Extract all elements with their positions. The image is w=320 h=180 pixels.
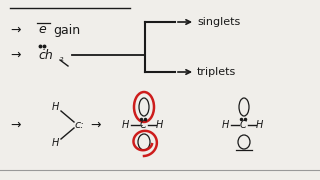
Text: →: → bbox=[10, 48, 20, 62]
Text: c:: c: bbox=[74, 120, 84, 130]
Text: H: H bbox=[122, 120, 129, 130]
Text: →: → bbox=[10, 24, 20, 37]
Text: →: → bbox=[10, 118, 20, 132]
Text: H: H bbox=[52, 102, 60, 112]
Text: H: H bbox=[52, 138, 60, 148]
Text: gain: gain bbox=[53, 24, 80, 37]
Text: C: C bbox=[240, 120, 247, 130]
Text: H: H bbox=[156, 120, 164, 130]
Text: →: → bbox=[90, 118, 100, 132]
Text: H: H bbox=[222, 120, 229, 130]
Text: e: e bbox=[38, 22, 46, 35]
Text: C: C bbox=[140, 120, 147, 130]
Text: triplets: triplets bbox=[197, 67, 236, 77]
Text: singlets: singlets bbox=[197, 17, 240, 27]
Text: ċh: ċh bbox=[38, 48, 53, 62]
Text: ₂: ₂ bbox=[60, 53, 64, 63]
Text: H: H bbox=[256, 120, 263, 130]
